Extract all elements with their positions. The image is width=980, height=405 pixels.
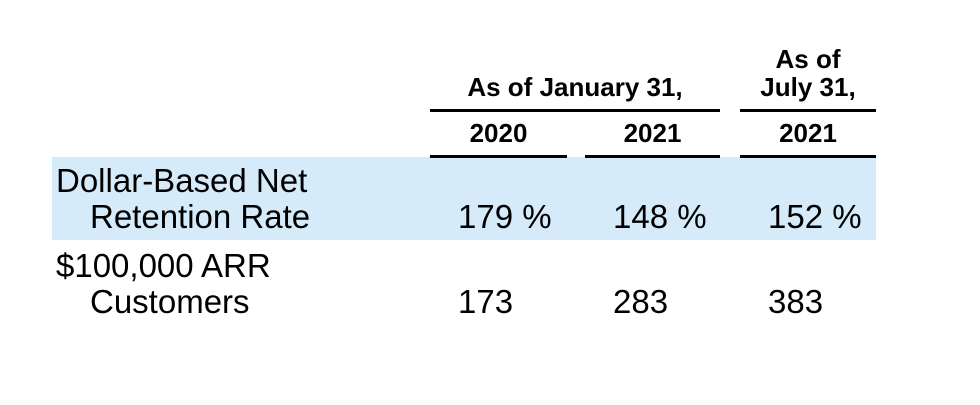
cell: 152 % (768, 198, 862, 235)
year-header: 2021 (623, 118, 682, 148)
column-header: As of (775, 44, 841, 74)
header-rule (740, 109, 876, 112)
year-rule (585, 155, 720, 158)
cell: 148 % (613, 198, 707, 235)
year-rule (740, 155, 876, 158)
row-highlight (52, 157, 876, 240)
row-label: Customers (90, 283, 250, 320)
column-header: As of January 31, (467, 72, 683, 102)
header-rule (430, 109, 720, 112)
row-label: $100,000 ARR (56, 247, 271, 284)
cell: 383 (768, 283, 824, 320)
cell: 173 (458, 283, 514, 320)
column-header: July 31, (760, 72, 856, 102)
year-header: 2021 (779, 118, 837, 148)
row-label: Dollar-Based Net (56, 162, 308, 199)
year-rule (430, 155, 567, 158)
cell: 179 % (458, 198, 552, 235)
cell: 283 (613, 283, 669, 320)
row-label: Retention Rate (90, 198, 311, 235)
year-header: 2020 (469, 118, 528, 148)
